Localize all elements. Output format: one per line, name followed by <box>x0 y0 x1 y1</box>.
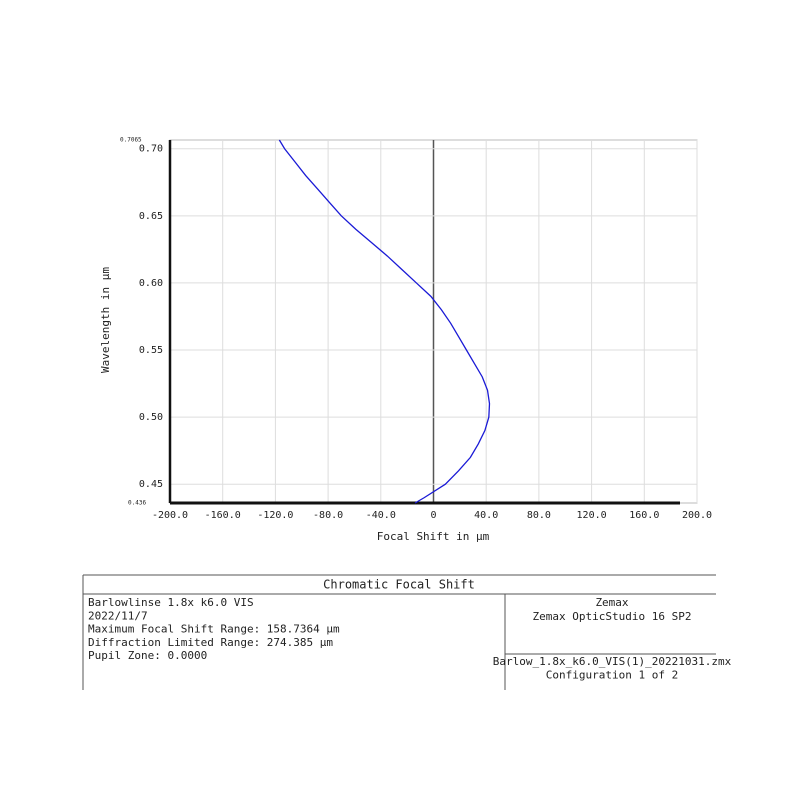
y-tick-label: 0.45 <box>139 479 163 490</box>
y-axis-title: Wavelength in µm <box>99 267 112 373</box>
y-limit-label: 0.7065 <box>120 137 142 144</box>
info-text: Maximum Focal Shift Range: 158.7364 µm <box>88 623 340 636</box>
y-tick-label: 0.70 <box>139 144 163 155</box>
x-tick-label: -80.0 <box>313 510 343 521</box>
info-text: Diffraction Limited Range: 274.385 µm <box>88 636 333 649</box>
y-tick-label: 0.60 <box>139 278 163 289</box>
info-text: Zemax OpticStudio 16 SP2 <box>533 610 692 623</box>
y-tick-label: 0.55 <box>139 345 163 356</box>
y-limit-label: 0.436 <box>128 500 146 507</box>
info-text: Zemax <box>595 596 628 609</box>
x-tick-label: 160.0 <box>629 510 659 521</box>
x-tick-label: 40.0 <box>474 510 498 521</box>
x-axis-title: Focal Shift in µm <box>377 530 490 543</box>
x-tick-label: 80.0 <box>527 510 551 521</box>
info-text: 2022/11/7 <box>88 609 148 622</box>
x-tick-label: -160.0 <box>205 510 241 521</box>
chart-title: Chromatic Focal Shift <box>323 578 475 592</box>
info-text: Pupil Zone: 0.0000 <box>88 649 207 662</box>
y-tick-label: 0.50 <box>139 412 163 423</box>
info-text: Configuration 1 of 2 <box>546 669 678 682</box>
x-tick-label: -200.0 <box>152 510 188 521</box>
x-tick-label: -120.0 <box>257 510 293 521</box>
info-text: Barlowlinse 1.8x k6.0 VIS <box>88 596 254 609</box>
y-tick-label: 0.65 <box>139 211 163 222</box>
x-tick-label: 0 <box>430 510 436 521</box>
focal-shift-curve <box>278 139 491 504</box>
x-tick-label: 200.0 <box>682 510 712 521</box>
x-tick-label: 120.0 <box>577 510 607 521</box>
info-text: Barlow_1.8x_k6.0_VIS(1)_20221031.zmx <box>493 655 732 668</box>
x-tick-label: -40.0 <box>366 510 396 521</box>
